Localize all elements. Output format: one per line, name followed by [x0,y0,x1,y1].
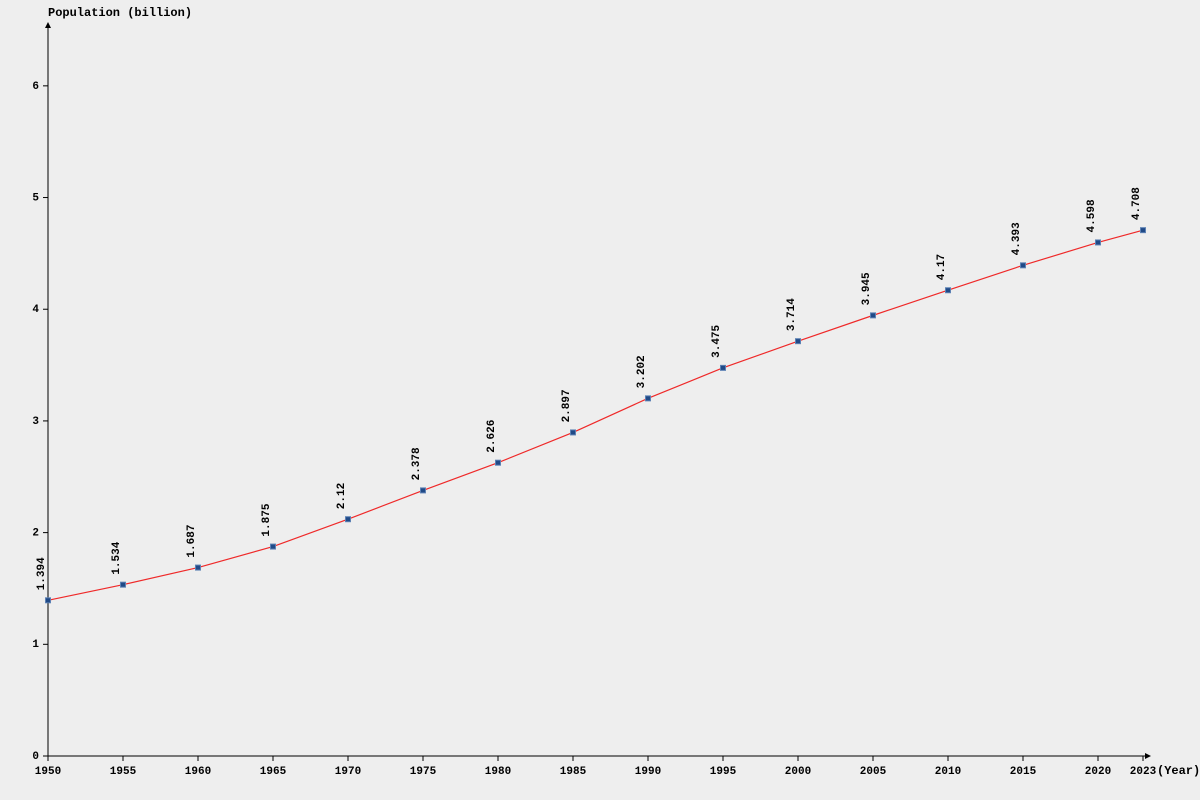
x-tick-label: 1955 [110,766,137,778]
y-tick-label: 6 [32,81,39,93]
x-tick-label: 2005 [860,766,887,778]
x-tick-label: 2023 [1130,766,1157,778]
x-tick-label: 1990 [635,766,661,778]
data-point-label: 3.714 [786,298,798,331]
x-tick-label: 2000 [785,766,811,778]
data-marker [346,517,350,521]
data-marker [946,288,950,292]
x-tick-label: 1980 [485,766,511,778]
y-tick-label: 1 [32,639,39,651]
chart-svg: 0 1 2 3 4 5 6 1950 1955 1960 1965 1970 1975 1980 1985 1… [0,0,1200,800]
data-point-label: 3.475 [711,324,723,357]
y-tick-label: 3 [32,416,39,428]
data-point-label: 2.897 [561,389,573,422]
data-marker [46,598,50,602]
x-tick-label: 1960 [185,766,211,778]
data-point-label: 1.875 [261,503,273,536]
data-point-label: 2.626 [486,420,498,453]
data-point-label: 3.202 [636,355,648,388]
x-tick-label: 1965 [260,766,287,778]
data-marker [196,566,200,570]
x-tick-label: 1995 [710,766,737,778]
data-marker [1096,240,1100,244]
data-marker [421,488,425,492]
y-tick-label: 0 [32,751,39,763]
data-point-label: 3.945 [861,272,873,305]
x-tick-label: 2020 [1085,766,1111,778]
data-marker [571,430,575,434]
data-marker [646,396,650,400]
data-marker [496,461,500,465]
x-tick-label: 1985 [560,766,587,778]
data-point-label: 4.393 [1011,222,1023,255]
y-tick-label: 4 [32,304,39,316]
x-tick-label: 1950 [35,766,61,778]
data-point-label: 4.598 [1086,199,1098,232]
data-point-label: 2.378 [411,447,423,480]
data-point-label: 1.394 [36,557,48,590]
population-chart: 0 1 2 3 4 5 6 1950 1955 1960 1965 1970 1975 1980 1985 1… [0,0,1200,800]
y-tick-label: 5 [32,192,39,204]
data-point-label: 1.534 [111,541,123,574]
data-point-label: 2.12 [336,483,348,509]
y-tick-label: 2 [32,528,39,540]
data-marker [796,339,800,343]
data-point-label: 4.17 [936,254,948,280]
data-point-label: 4.708 [1131,187,1143,220]
x-tick-label: 1970 [335,766,361,778]
x-axis-title: (Year) [1157,764,1200,778]
data-marker [1141,228,1145,232]
data-marker [271,545,275,549]
x-tick-label: 2010 [935,766,961,778]
data-marker [1021,263,1025,267]
data-marker [721,366,725,370]
x-tick-label: 2015 [1010,766,1037,778]
data-marker [121,583,125,587]
x-tick-label: 1975 [410,766,437,778]
y-axis-title: Population (billion) [48,6,192,20]
chart-background [0,0,1200,800]
data-marker [871,313,875,317]
data-point-label: 1.687 [186,525,198,558]
